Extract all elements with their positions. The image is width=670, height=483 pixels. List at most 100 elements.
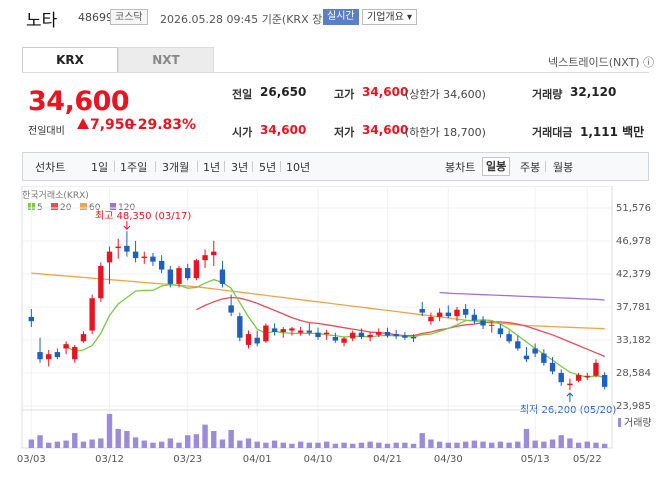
volume-bar [341, 442, 347, 448]
candle-body [515, 341, 521, 349]
volume-bar [158, 441, 165, 448]
candlestick-chart-svg[interactable]: 한국거래소(KRX)5 20 60 120 51,57646,97842,37937,7… [0, 185, 670, 479]
candle-body [541, 353, 547, 363]
candle-body [393, 334, 399, 337]
candle-body [462, 309, 469, 315]
period-1d[interactable]: 1일 [91, 161, 109, 174]
volume-bar [63, 440, 69, 448]
candle-body [158, 260, 165, 270]
volume-bar [428, 439, 434, 448]
divider [114, 161, 115, 172]
period-3y[interactable]: 3년 [231, 161, 249, 174]
nextrade-info-link[interactable]: 넥스트레이드(NXT) ⓘ [548, 56, 655, 69]
volume-bar [376, 442, 382, 448]
open-value: 34,600 [260, 123, 307, 137]
company-overview-dropdown[interactable]: 기업개요 ▾ [362, 9, 417, 25]
period-5y[interactable]: 5년 [259, 161, 277, 174]
volume-bar [393, 442, 399, 448]
change-amount: 7,950 [90, 117, 135, 133]
volume-bar [72, 433, 78, 448]
high-arrow-icon [123, 221, 131, 230]
ma120-line [439, 291, 605, 301]
period-10y[interactable]: 10년 [286, 161, 311, 174]
open-label: 시가 [232, 126, 253, 139]
candle-body [271, 328, 278, 332]
candle-body [297, 330, 304, 333]
candle-body [185, 268, 191, 279]
volume-bar [332, 443, 339, 448]
candle-body [523, 355, 530, 360]
candle-body [115, 246, 121, 249]
volume-bar [358, 442, 365, 448]
exchange-tabs: KRX NXT [22, 47, 214, 73]
stock-chart: 한국거래소(KRX) 5 20 60 120 51,576 46,978 42,379 37,7… [0, 185, 670, 479]
volume-bar [541, 441, 547, 448]
period-1y[interactable]: 1년 [203, 161, 221, 174]
candle-body [28, 316, 35, 322]
candle-monthly[interactable]: 월봉 [553, 161, 574, 174]
volume-bar [46, 442, 52, 448]
tab-nxt[interactable]: NXT [118, 47, 214, 73]
candle-weekly[interactable]: 주봉 [520, 161, 541, 174]
volume-bar [37, 435, 43, 448]
divider [155, 161, 156, 172]
candle-body [211, 251, 217, 256]
candle-body [193, 260, 200, 279]
volume-bar [497, 441, 504, 448]
candle-body [376, 331, 382, 335]
volume-bar [237, 440, 243, 448]
candle-body [358, 332, 365, 338]
volume-bar [228, 429, 234, 448]
candle-body [106, 251, 113, 263]
realtime-button[interactable]: 실시간 [323, 9, 359, 25]
high-value: 34,600 [362, 85, 409, 99]
volume-bar [489, 442, 495, 448]
volume-bar [185, 435, 191, 448]
change-rate: +29.83% [126, 117, 197, 133]
candle-body [601, 375, 608, 387]
candle-chart-label[interactable]: 봉차트 [445, 161, 476, 174]
ma20-line [196, 296, 605, 358]
x-tick-label: 03/03 [17, 454, 46, 465]
candle-body [315, 332, 321, 338]
candle-body [263, 325, 269, 342]
candle-body [419, 309, 425, 313]
tab-krx[interactable]: KRX [22, 47, 118, 73]
candle-body [228, 305, 234, 313]
candle-body [245, 334, 252, 345]
candle-body [428, 316, 434, 322]
candle-body [202, 255, 208, 261]
volume-bar [402, 442, 408, 448]
ma-legend-swatch [51, 203, 58, 210]
divider [224, 161, 225, 172]
volume-bar [280, 442, 286, 448]
period-3m[interactable]: 3개월 [162, 161, 190, 174]
candle-body [549, 362, 556, 372]
x-tick-label: 04/01 [243, 454, 272, 465]
candle-body [497, 328, 504, 335]
x-tick-label: 04/10 [304, 454, 333, 465]
volume-bar [202, 424, 208, 448]
candle-body [219, 269, 226, 284]
candle-body [63, 344, 69, 349]
candle-daily[interactable]: 일봉 [482, 157, 511, 176]
candle-body [132, 251, 139, 259]
low-label: 저가 [334, 126, 355, 139]
volume-bar [436, 441, 443, 448]
volume-bar [245, 438, 252, 448]
volume-bar [263, 442, 269, 448]
period-1w[interactable]: 1주일 [120, 161, 148, 174]
volume-bar [584, 441, 590, 448]
candle-body [384, 331, 391, 336]
current-price: 34,600 [28, 86, 130, 117]
y-tick-label: 23,985 [616, 401, 651, 412]
volume-bar [515, 441, 521, 448]
volume-bar [445, 442, 451, 448]
volume-bar [106, 414, 113, 448]
candle-body [471, 314, 478, 321]
volume-bar [549, 439, 556, 448]
volume-label: 거래량 [532, 88, 563, 101]
line-chart-label[interactable]: 선차트 [35, 161, 66, 174]
volume-bar [89, 439, 95, 448]
volume-bar [575, 442, 582, 448]
